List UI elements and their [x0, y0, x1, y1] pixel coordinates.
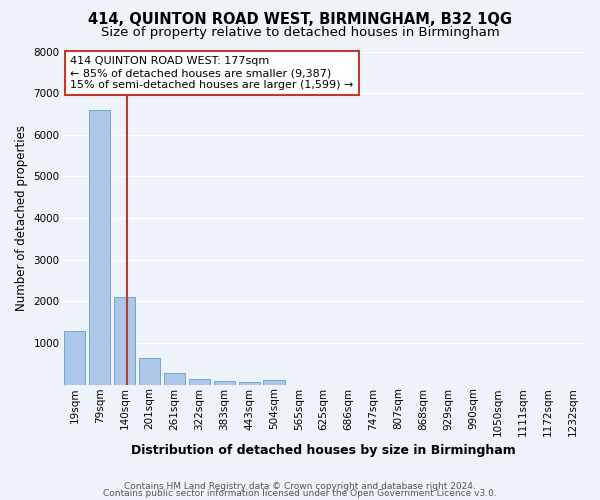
Text: Contains HM Land Registry data © Crown copyright and database right 2024.: Contains HM Land Registry data © Crown c… — [124, 482, 476, 491]
Bar — [164, 372, 185, 384]
Bar — [263, 380, 284, 384]
Text: Contains public sector information licensed under the Open Government Licence v3: Contains public sector information licen… — [103, 489, 497, 498]
Bar — [239, 382, 260, 384]
Text: Size of property relative to detached houses in Birmingham: Size of property relative to detached ho… — [101, 26, 499, 39]
X-axis label: Distribution of detached houses by size in Birmingham: Distribution of detached houses by size … — [131, 444, 516, 458]
Bar — [64, 330, 85, 384]
Bar — [89, 110, 110, 384]
Y-axis label: Number of detached properties: Number of detached properties — [15, 125, 28, 311]
Bar — [114, 297, 135, 384]
Bar — [189, 379, 210, 384]
Text: 414, QUINTON ROAD WEST, BIRMINGHAM, B32 1QG: 414, QUINTON ROAD WEST, BIRMINGHAM, B32 … — [88, 12, 512, 28]
Bar — [214, 381, 235, 384]
Text: 414 QUINTON ROAD WEST: 177sqm
← 85% of detached houses are smaller (9,387)
15% o: 414 QUINTON ROAD WEST: 177sqm ← 85% of d… — [70, 56, 353, 90]
Bar — [139, 358, 160, 384]
